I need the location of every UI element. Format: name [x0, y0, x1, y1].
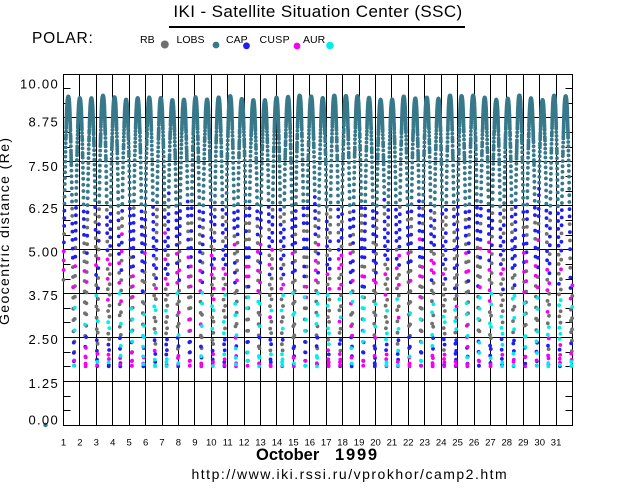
svg-text:6: 6 — [143, 438, 148, 449]
svg-text:28: 28 — [502, 438, 513, 449]
svg-text:3.75: 3.75 — [28, 288, 59, 303]
svg-text:15: 15 — [288, 438, 299, 449]
svg-text:13: 13 — [255, 438, 266, 449]
svg-text:21: 21 — [387, 438, 398, 449]
svg-text:10.00: 10.00 — [20, 77, 59, 92]
svg-text:Geocentric distance (Re): Geocentric distance (Re) — [0, 137, 12, 325]
svg-text:25: 25 — [452, 438, 463, 449]
svg-text:1: 1 — [61, 438, 66, 449]
svg-text:20: 20 — [370, 438, 381, 449]
svg-text:6.25: 6.25 — [28, 201, 59, 216]
svg-text:30: 30 — [534, 438, 545, 449]
svg-text:0.00: 0.00 — [28, 413, 59, 428]
svg-text:14: 14 — [272, 438, 283, 449]
svg-text:8.75: 8.75 — [28, 115, 59, 130]
svg-text:5: 5 — [127, 438, 132, 449]
svg-text:17: 17 — [321, 438, 332, 449]
svg-text:27: 27 — [485, 438, 496, 449]
svg-text:19: 19 — [354, 438, 365, 449]
svg-text:2: 2 — [77, 438, 82, 449]
svg-text:22: 22 — [403, 438, 414, 449]
svg-text:7: 7 — [159, 438, 164, 449]
svg-text:7.50: 7.50 — [28, 159, 59, 174]
svg-text:18: 18 — [337, 438, 348, 449]
svg-text:8: 8 — [176, 438, 181, 449]
svg-text:29: 29 — [518, 438, 529, 449]
svg-text:1.25: 1.25 — [28, 376, 59, 391]
svg-text:23: 23 — [419, 438, 430, 449]
svg-text:31: 31 — [551, 438, 562, 449]
svg-text:16: 16 — [305, 438, 316, 449]
svg-text:3: 3 — [94, 438, 99, 449]
svg-text:24: 24 — [436, 438, 447, 449]
svg-text:2.50: 2.50 — [28, 332, 59, 347]
svg-text:5.00: 5.00 — [28, 245, 59, 260]
svg-text:12: 12 — [239, 438, 250, 449]
svg-text:26: 26 — [469, 438, 480, 449]
svg-text:4: 4 — [110, 438, 115, 449]
svg-text:10: 10 — [206, 438, 217, 449]
svg-text:11: 11 — [223, 438, 233, 449]
svg-text:9: 9 — [192, 438, 197, 449]
